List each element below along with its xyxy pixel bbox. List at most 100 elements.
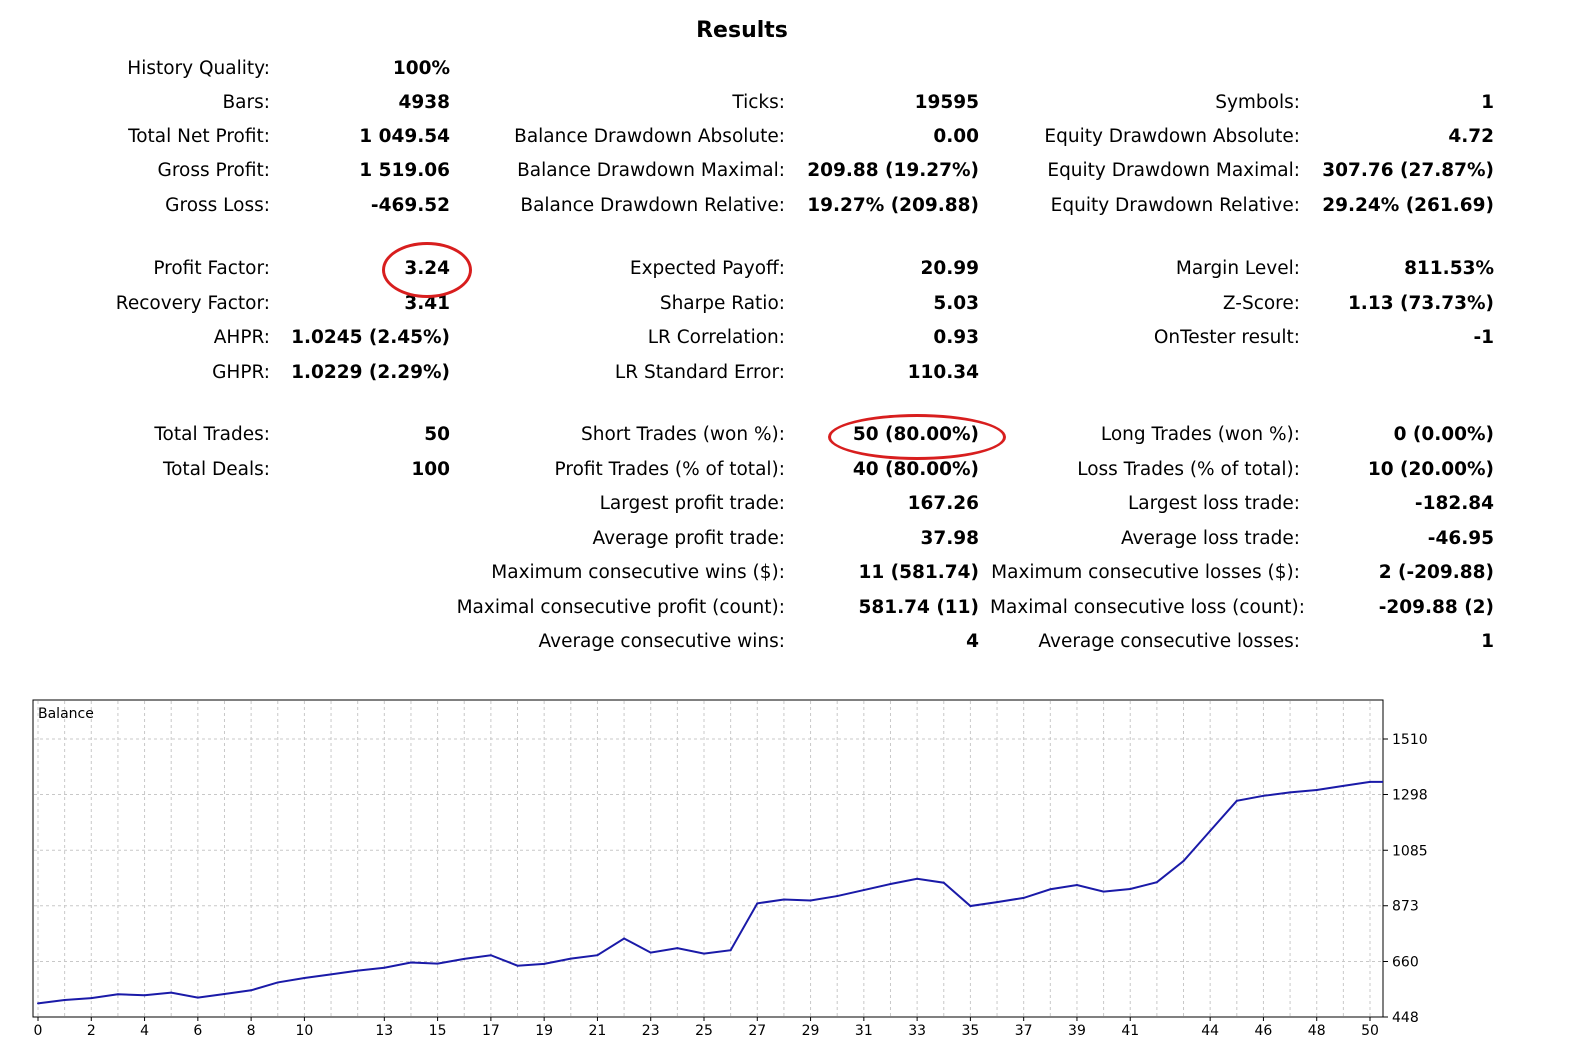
stat-value: 811.53% bbox=[1404, 258, 1494, 279]
balance-point bbox=[1102, 890, 1105, 893]
stat-label: Average loss trade: bbox=[1120, 528, 1300, 549]
x-tick-label: 6 bbox=[193, 1023, 202, 1039]
stat-label: Loss Trades (% of total): bbox=[1077, 459, 1300, 480]
stat-value: 110.34 bbox=[907, 362, 979, 383]
stat-label: Margin Level: bbox=[1175, 258, 1300, 279]
stat-value: 1 519.06 bbox=[359, 160, 450, 181]
stat-value: -469.52 bbox=[370, 195, 450, 216]
stat-label: Gross Loss: bbox=[165, 195, 270, 216]
balance-point bbox=[1129, 887, 1132, 890]
stat-value: 2 (-209.88) bbox=[1378, 562, 1494, 583]
x-tick-label: 19 bbox=[535, 1023, 553, 1039]
stat-value: 1.13 (73.73%) bbox=[1347, 293, 1494, 314]
balance-point bbox=[63, 998, 66, 1001]
stat-label: Largest loss trade: bbox=[1128, 493, 1300, 514]
balance-point bbox=[1262, 794, 1265, 797]
stat-label: Average consecutive wins: bbox=[538, 631, 785, 652]
stat-label: GHPR: bbox=[212, 362, 270, 383]
x-tick-label: 15 bbox=[429, 1023, 447, 1039]
stat-value: 0.93 bbox=[933, 327, 979, 348]
x-tick-label: 10 bbox=[295, 1023, 313, 1039]
y-tick-label: 660 bbox=[1392, 955, 1419, 971]
stat-value: 20.99 bbox=[920, 258, 979, 279]
stat-label: Sharpe Ratio: bbox=[659, 293, 785, 314]
stat-value: -209.88 (2) bbox=[1378, 597, 1494, 618]
balance-point bbox=[143, 994, 146, 997]
stat-value: -182.84 bbox=[1414, 493, 1494, 514]
x-tick-label: 46 bbox=[1255, 1023, 1273, 1039]
stat-label: Balance Drawdown Relative: bbox=[520, 195, 785, 216]
stat-value: 1 bbox=[1481, 631, 1494, 652]
stat-label: Gross Profit: bbox=[157, 160, 271, 181]
stat-label: Balance Drawdown Absolute: bbox=[514, 126, 785, 147]
stat-label: Total Deals: bbox=[162, 459, 270, 480]
stat-label: Equity Drawdown Maximal: bbox=[1047, 160, 1300, 181]
balance-point bbox=[623, 937, 626, 940]
stat-label: LR Correlation: bbox=[647, 327, 785, 348]
x-tick-label: 0 bbox=[34, 1023, 43, 1039]
balance-point bbox=[409, 961, 412, 964]
stat-value: 11 (581.74) bbox=[858, 562, 980, 583]
stat-value: 50 bbox=[424, 424, 450, 445]
chart-title: Balance bbox=[38, 706, 94, 722]
stat-label: LR Standard Error: bbox=[614, 362, 785, 383]
stat-label: Balance Drawdown Maximal: bbox=[517, 160, 785, 181]
x-tick-label: 4 bbox=[140, 1023, 149, 1039]
balance-point bbox=[1209, 829, 1212, 832]
stat-label: Recovery Factor: bbox=[115, 293, 270, 314]
balance-point bbox=[1315, 789, 1318, 792]
x-tick-label: 48 bbox=[1308, 1023, 1326, 1039]
balance-point bbox=[90, 997, 93, 1000]
balance-point bbox=[276, 981, 279, 984]
balance-point bbox=[942, 881, 945, 884]
balance-point bbox=[250, 989, 253, 992]
results-title: Results bbox=[696, 18, 788, 43]
stat-value: 0 (0.00%) bbox=[1393, 424, 1494, 445]
balance-point bbox=[543, 962, 546, 965]
balance-point bbox=[569, 957, 572, 960]
balance-point bbox=[809, 899, 812, 902]
x-tick-label: 25 bbox=[695, 1023, 713, 1039]
y-tick-label: 873 bbox=[1392, 899, 1419, 915]
balance-point bbox=[223, 992, 226, 995]
stat-label: Total Trades: bbox=[154, 424, 270, 445]
x-tick-label: 39 bbox=[1068, 1023, 1086, 1039]
stat-label: Expected Payoff: bbox=[629, 258, 785, 279]
stat-value: 19.27% (209.88) bbox=[807, 195, 979, 216]
stat-label: Equity Drawdown Absolute: bbox=[1044, 126, 1300, 147]
stat-label: Total Net Profit: bbox=[128, 126, 270, 147]
y-tick-label: 1298 bbox=[1392, 787, 1428, 803]
stat-value: 0.00 bbox=[933, 126, 979, 147]
stat-value: 1.0229 (2.29%) bbox=[291, 362, 450, 383]
x-tick-label: 17 bbox=[482, 1023, 500, 1039]
balance-point bbox=[37, 1002, 39, 1005]
stat-value: 5.03 bbox=[933, 293, 979, 314]
balance-point bbox=[676, 947, 679, 950]
stat-label: Bars: bbox=[222, 92, 270, 113]
balance-point bbox=[889, 883, 892, 886]
balance-point bbox=[463, 957, 466, 960]
stat-value: 4.72 bbox=[1448, 126, 1494, 147]
x-tick-label: 2 bbox=[87, 1023, 96, 1039]
balance-point bbox=[756, 902, 759, 905]
stat-value: 1.0245 (2.45%) bbox=[291, 327, 450, 348]
stat-label: OnTester result: bbox=[1153, 327, 1300, 348]
balance-point bbox=[1075, 884, 1078, 887]
balance-point bbox=[1289, 791, 1292, 794]
stat-value: 37.98 bbox=[920, 528, 979, 549]
stat-label: Average consecutive losses: bbox=[1038, 631, 1300, 652]
balance-point bbox=[356, 969, 359, 972]
balance-point bbox=[596, 954, 599, 957]
y-tick-label: 448 bbox=[1392, 1010, 1419, 1026]
stat-label: Largest profit trade: bbox=[599, 493, 785, 514]
balance-point bbox=[196, 996, 199, 999]
stat-label: Symbols: bbox=[1215, 92, 1300, 113]
balance-point bbox=[836, 895, 839, 898]
x-tick-label: 21 bbox=[589, 1023, 607, 1039]
x-tick-label: 50 bbox=[1361, 1023, 1379, 1039]
balance-line bbox=[37, 780, 1383, 1005]
stat-label: Ticks: bbox=[732, 92, 785, 113]
y-tick-label: 1510 bbox=[1392, 732, 1428, 748]
balance-point bbox=[1022, 896, 1025, 899]
